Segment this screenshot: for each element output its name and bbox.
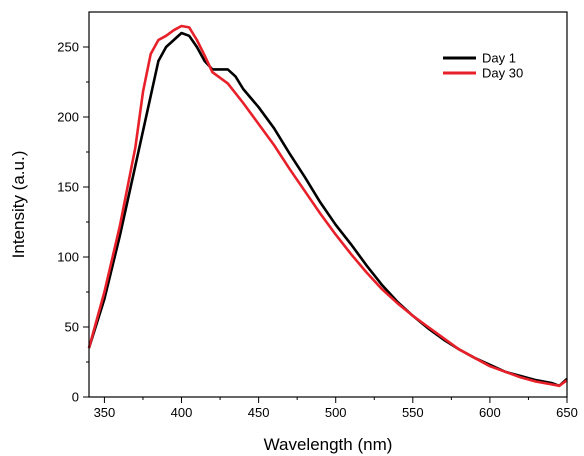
y-tick-label: 50	[65, 320, 79, 335]
x-tick-label: 650	[556, 405, 578, 420]
series-line-1	[87, 31, 568, 388]
plot-series	[87, 24, 568, 388]
x-tick-label: 500	[325, 405, 347, 420]
y-tick-label: 150	[57, 180, 79, 195]
legend-label-1: Day 1	[482, 51, 516, 66]
legend-label-2: Day 30	[482, 66, 523, 81]
x-axis-ticks: 350 400 450 500 550 600 650	[94, 397, 578, 420]
x-tick-label: 400	[171, 405, 193, 420]
x-tick-label: 600	[479, 405, 501, 420]
x-tick-label: 550	[402, 405, 424, 420]
y-tick-label: 200	[57, 110, 79, 125]
series-line-2	[87, 24, 568, 388]
y-tick-label: 0	[72, 390, 79, 405]
x-tick-label: 450	[248, 405, 270, 420]
x-tick-label: 350	[94, 405, 116, 420]
y-axis-ticks: 0 50 100 150 200 250	[57, 40, 89, 405]
plot-frame	[88, 11, 568, 398]
y-tick-label: 250	[57, 40, 79, 55]
x-axis-title: Wavelength (nm)	[264, 435, 393, 454]
y-tick-label: 100	[57, 250, 79, 265]
y-axis-title: Intensity (a.u.)	[9, 151, 28, 259]
